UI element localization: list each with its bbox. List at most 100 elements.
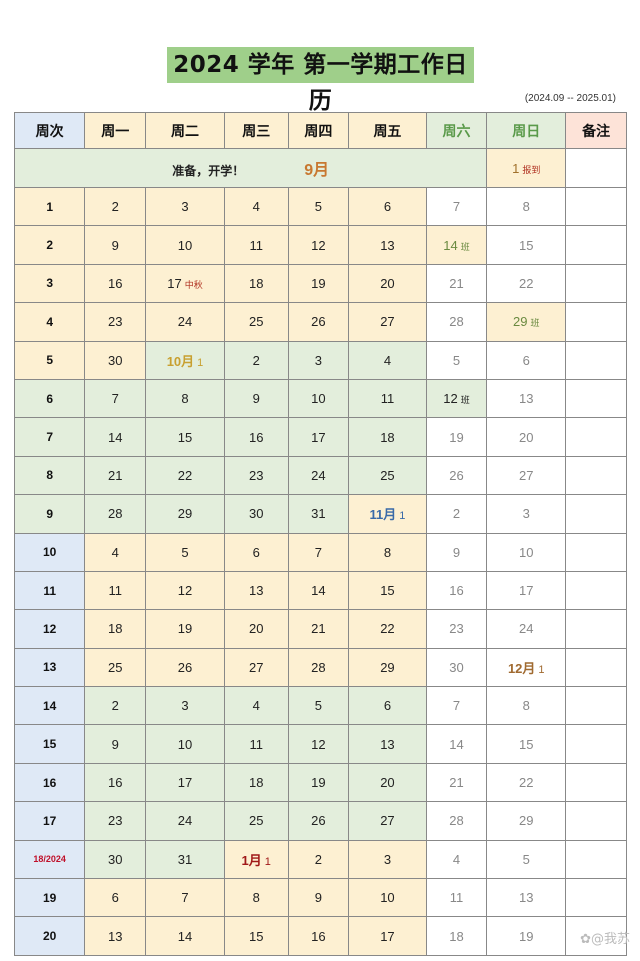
week-row: 17 23 24 25 26 27 28 29 (13, 801, 627, 841)
day-cell: 17 (287, 417, 350, 457)
day-number: 18 (380, 429, 395, 445)
day-cell: 18 (348, 417, 427, 457)
day-number: 2 (314, 851, 323, 867)
day-number: 11 (249, 237, 263, 253)
remarks-cell[interactable] (565, 378, 627, 419)
day-cell: 23 (84, 302, 147, 342)
column-header: 周六 (425, 112, 488, 149)
day-cell: 4 (84, 532, 147, 572)
day-number: 21 (449, 775, 464, 791)
remarks-cell[interactable] (565, 686, 627, 726)
day-cell: 16 (84, 762, 147, 803)
remarks-cell[interactable] (565, 225, 627, 265)
day-cell: 9 (223, 378, 289, 419)
remarks-cell[interactable] (565, 186, 627, 227)
day-number: 16 (107, 275, 123, 291)
day-cell: 21 (84, 455, 147, 496)
day-cell: 10 (348, 878, 427, 918)
day-number: 16 (107, 775, 123, 791)
day-cell: 11 (223, 225, 289, 265)
remarks-cell[interactable] (565, 494, 627, 534)
day-cell: 23 (223, 455, 289, 496)
day-number: 8 (252, 890, 260, 906)
remarks-cell[interactable] (565, 340, 627, 380)
day-cell: 25 (84, 647, 147, 688)
day-number: 12 (311, 736, 326, 752)
day-number: 25 (107, 659, 123, 675)
remarks-cell[interactable] (565, 762, 627, 803)
remarks-cell[interactable] (565, 455, 627, 496)
day-cell: 8 (223, 878, 289, 918)
day-number: 21 (449, 275, 464, 291)
day-number: 16 (248, 429, 264, 445)
remarks-cell[interactable] (565, 647, 627, 688)
day-cell: 30 (425, 647, 488, 688)
day-number: 16 (311, 928, 326, 944)
day-number: 19 (449, 429, 464, 445)
day-number: 1 (264, 855, 271, 868)
calendar-table: 周次 周一 周二 周三 周四 周五 周六 周日 备注 准备，开学！ 9月 1 报到 1 2 3 4 5 6 7 8 2 9 1… (13, 112, 627, 956)
day-cell: 29 (348, 647, 427, 688)
day-number: 3 (181, 698, 189, 714)
remarks-cell[interactable] (565, 801, 627, 841)
week-number: 18/2024 (13, 839, 86, 880)
week-number: 13 (13, 647, 86, 688)
week-row: 10 4 5 6 7 8 9 10 (13, 532, 627, 572)
day-number: 19 (519, 928, 534, 944)
day-cell: 23 (84, 801, 147, 841)
remarks-cell[interactable] (565, 839, 627, 880)
day-number: 10 (311, 391, 326, 407)
day-number: 17 (311, 429, 326, 445)
day-cell: 28 (425, 801, 488, 841)
remarks-cell[interactable] (565, 609, 627, 649)
day-cell: 27 (223, 647, 289, 688)
remarks-cell[interactable] (565, 878, 627, 918)
day-number: 30 (248, 506, 264, 522)
day-cell: 13 (348, 225, 427, 265)
week-row: 4 23 24 25 26 27 28 29 班 (13, 302, 627, 342)
day-number: 7 (452, 698, 461, 714)
day-cell: 20 (348, 263, 427, 304)
remarks-cell[interactable] (565, 302, 627, 342)
day-cell: 7 (425, 686, 488, 726)
week-row: 19 6 7 8 9 10 11 13 (13, 878, 627, 918)
remarks-cell[interactable] (565, 916, 627, 956)
day-number: 12 (311, 237, 326, 253)
day-note: 班 (460, 395, 470, 406)
remarks-cell[interactable] (565, 570, 627, 611)
remarks-cell[interactable] (565, 724, 627, 764)
day-number: 9 (314, 890, 323, 906)
day-number: 22 (177, 467, 193, 483)
day-cell: 13 (223, 570, 289, 611)
day-cell: 13 (84, 916, 147, 956)
day-number: 24 (311, 467, 326, 483)
day-number: 23 (449, 621, 464, 637)
day-number: 29 (177, 506, 193, 522)
day-cell: 21 (425, 263, 488, 304)
month-label: 11月 (369, 507, 397, 523)
day-cell: 10 (145, 225, 225, 265)
day-cell: 18 (223, 762, 289, 803)
week-number: 19 (13, 878, 86, 918)
week-row: 18/2024 30 31 1月 1 2 3 4 5 (13, 839, 627, 880)
day-number: 28 (449, 813, 464, 829)
remarks-cell[interactable] (565, 263, 627, 304)
day-cell: 25 (223, 302, 289, 342)
day-cell: 5 (145, 532, 225, 572)
day-number: 14 (177, 928, 193, 944)
day-cell: 13 (486, 878, 567, 918)
day-cell: 22 (486, 762, 567, 803)
remarks-cell[interactable] (565, 148, 627, 188)
remarks-cell[interactable] (565, 417, 627, 457)
day-number: 12 (177, 583, 193, 599)
remarks-cell[interactable] (565, 532, 627, 572)
day-cell: 17 (348, 916, 427, 956)
day-number: 8 (522, 199, 530, 215)
day-number: 12 (443, 391, 458, 407)
day-cell: 16 (287, 916, 350, 956)
day-cell: 14 班 (425, 225, 488, 265)
day-number: 3 (383, 851, 392, 867)
column-header: 周三 (223, 112, 289, 149)
day-number: 4 (111, 544, 119, 560)
column-header: 备注 (565, 112, 627, 149)
